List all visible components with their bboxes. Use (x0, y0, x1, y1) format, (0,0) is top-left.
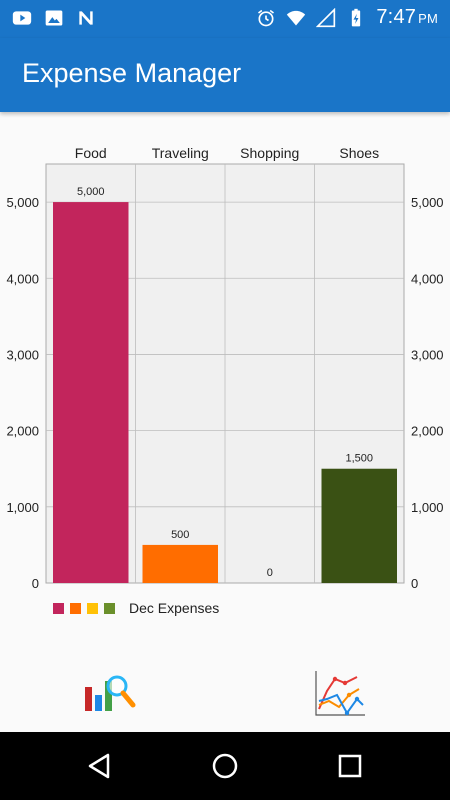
back-icon (88, 753, 110, 779)
y-tick-label-right: 2,000 (411, 424, 444, 439)
wifi-icon (287, 10, 306, 25)
system-nav-bar (0, 732, 450, 800)
y-tick-label-left: 2,000 (6, 424, 39, 439)
legend-swatch (104, 602, 115, 614)
bar-chart-search-icon (85, 675, 136, 711)
y-tick-label-left: 5,000 (6, 195, 39, 210)
bottom-actions (0, 660, 450, 732)
image-icon (45, 10, 63, 26)
signal-icon (316, 7, 336, 27)
bar (142, 544, 218, 583)
x-category-label: Food (75, 145, 107, 161)
y-tick-label-left: 0 (32, 576, 39, 591)
bar-value-label: 1,500 (345, 453, 373, 465)
recents-icon (338, 754, 362, 778)
system-icons: 7:47 PM (256, 6, 438, 29)
youtube-icon (12, 11, 32, 25)
bar-value-label: 0 (267, 567, 273, 579)
y-tick-label-right: 1,000 (411, 500, 444, 515)
y-tick-label-right: 4,000 (411, 271, 444, 286)
home-icon (212, 753, 238, 779)
line-chart-icon (315, 671, 365, 716)
recents-button[interactable] (330, 746, 370, 786)
y-tick-label-right: 5,000 (411, 195, 444, 210)
status-bar: 7:47 PM (0, 0, 450, 38)
legend-swatch (70, 602, 81, 614)
bar (321, 468, 397, 583)
app-title: Expense Manager (22, 58, 242, 88)
line-chart-button[interactable] (312, 666, 368, 722)
battery-charging-icon (352, 8, 361, 26)
bar (53, 202, 129, 583)
bar-value-label: 500 (171, 529, 189, 541)
y-tick-label-right: 0 (411, 576, 418, 591)
legend-swatch (87, 602, 98, 614)
status-time: 7:47 PM (376, 6, 438, 28)
y-tick-label-left: 1,000 (6, 500, 39, 515)
legend-label: Dec Expenses (129, 600, 220, 616)
app-bar: Expense Manager (0, 38, 450, 112)
x-category-label: Shoes (339, 145, 379, 161)
n-app-icon (79, 11, 93, 25)
y-tick-label-left: 3,000 (6, 347, 39, 362)
bar-value-label: 5,000 (77, 186, 105, 198)
x-category-label: Shopping (240, 145, 299, 161)
home-button[interactable] (205, 746, 245, 786)
alarm-icon (258, 9, 275, 26)
bar-chart-search-button[interactable] (82, 666, 138, 722)
y-tick-label-right: 3,000 (411, 347, 444, 362)
status-ampm: PM (418, 11, 438, 26)
legend-swatch (53, 602, 64, 614)
expense-bar-chart: 0 0 1,000 1,000 2,000 2,000 3,000 3,000 4,000 4,0… (6, 145, 444, 591)
y-tick-label-left: 4,000 (6, 271, 39, 286)
chart-legend: Dec Expenses (53, 600, 219, 616)
back-button[interactable] (80, 746, 120, 786)
x-category-label: Traveling (152, 145, 209, 161)
notification-icons (12, 8, 96, 28)
